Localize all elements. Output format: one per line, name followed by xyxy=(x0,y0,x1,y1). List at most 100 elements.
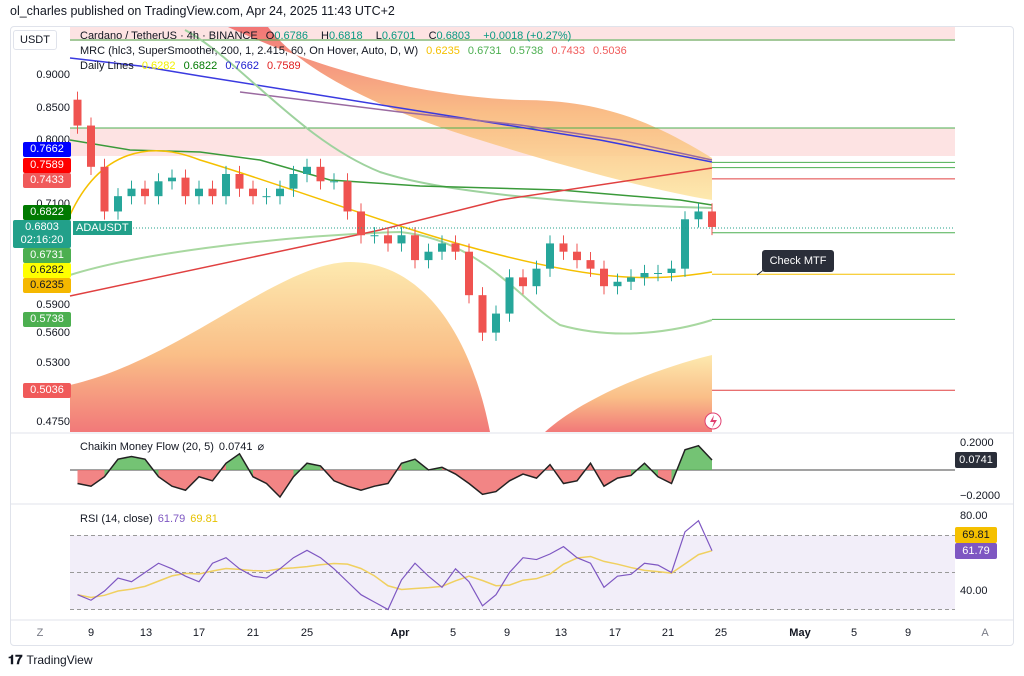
candle-body xyxy=(127,188,136,197)
time-tick: 21 xyxy=(246,627,260,639)
level-lines xyxy=(712,161,955,391)
candle-body xyxy=(586,260,595,269)
time-tick: May xyxy=(789,627,811,639)
red-rising-line xyxy=(69,167,713,297)
cmf-visibility-icon: ⌀ xyxy=(257,441,265,453)
price-tick: 0.9000 xyxy=(36,69,70,81)
price-label-0.5738: 0.5738 xyxy=(23,312,71,327)
candle-body xyxy=(559,243,568,252)
candle-body xyxy=(411,235,419,261)
cmf-area xyxy=(91,470,105,487)
cmf-area xyxy=(199,470,213,481)
legend-mrc-row[interactable]: MRC (hlc3, SuperSmoother, 200, 1, 2.415,… xyxy=(80,45,627,57)
cmf-area xyxy=(347,470,361,491)
candle-body xyxy=(73,99,82,126)
candle-body xyxy=(492,313,500,333)
candle-body xyxy=(532,268,541,287)
cmf-value-label: 0.0741 xyxy=(955,452,997,468)
cmf-area xyxy=(226,453,240,470)
daily-line-blue xyxy=(69,57,713,163)
cmf-area xyxy=(617,470,631,479)
candle-body xyxy=(451,243,460,252)
candle-body xyxy=(330,181,338,183)
candle-body xyxy=(465,251,473,296)
time-tick: 25 xyxy=(714,627,728,639)
price-label-0.7433: 0.7433 xyxy=(23,173,71,188)
cmf-area xyxy=(698,445,712,470)
ticker-tag: ADAUSDT xyxy=(73,221,132,235)
candle-body xyxy=(667,268,676,274)
time-tick: 17 xyxy=(608,627,622,639)
legend-daily-row[interactable]: Daily Lines 0.6282 0.6822 0.7662 0.7589 xyxy=(80,60,301,72)
rsi-line xyxy=(77,519,713,611)
price-tick: 0.4750 xyxy=(36,416,70,428)
candle-body xyxy=(708,211,716,227)
candle-body xyxy=(141,188,149,197)
cmf-line xyxy=(77,444,713,499)
candle-body xyxy=(546,243,554,269)
candle-body xyxy=(316,166,325,182)
candle-body xyxy=(87,125,95,167)
mrc-lower-band-2 xyxy=(545,355,712,432)
time-tick: 25 xyxy=(300,627,314,639)
candles xyxy=(73,91,716,341)
cmf-area xyxy=(482,470,496,495)
current-price-label: 0.6803 02:16:20 xyxy=(13,220,71,248)
candle-body xyxy=(114,196,122,212)
price-tick: 0.5600 xyxy=(36,327,70,339)
candle-body xyxy=(505,277,514,314)
mrc-lower-band xyxy=(70,262,490,432)
cmf-area xyxy=(172,470,186,491)
currency-button[interactable]: USDT xyxy=(13,30,57,50)
candle-body xyxy=(357,211,365,236)
candle-body xyxy=(424,251,433,261)
candle-body xyxy=(168,177,176,182)
candle-body xyxy=(613,281,622,287)
tradingview-logo-icon: 𝟏𝟕 xyxy=(8,652,23,667)
check-mtf-callout[interactable]: Check MTF xyxy=(762,250,834,272)
cmf-axis-tick: −0.2000 xyxy=(960,490,1001,502)
time-tick: Apr xyxy=(390,627,410,639)
cmf-area xyxy=(374,470,388,487)
rsi-legend[interactable]: RSI (14, close) 61.79 69.81 xyxy=(80,513,218,525)
candle-body xyxy=(195,188,203,197)
cmf-area xyxy=(307,463,321,470)
rsi-axis-tick: 80.00 xyxy=(960,510,988,522)
candle-body xyxy=(343,181,352,212)
candle-body xyxy=(235,174,244,189)
auto-scale-z-button[interactable]: Z xyxy=(36,627,44,639)
candle-body xyxy=(519,277,527,287)
auto-scale-a-button[interactable]: A xyxy=(981,627,989,639)
price-tick: 0.8500 xyxy=(36,102,70,114)
candle-body xyxy=(694,211,703,220)
price-label-0.6822: 0.6822 xyxy=(23,205,71,220)
price-label-0.7589: 0.7589 xyxy=(23,158,71,173)
candle-body xyxy=(384,235,392,244)
candle-body xyxy=(222,174,230,197)
candle-body xyxy=(208,188,217,197)
cmf-area xyxy=(266,470,280,497)
rsi-value-label: 61.79 xyxy=(955,543,997,559)
candle-body xyxy=(600,268,608,287)
price-label-0.7662: 0.7662 xyxy=(23,142,71,157)
chart-frame xyxy=(10,26,1014,646)
price-label-0.6731: 0.6731 xyxy=(23,248,71,263)
cmf-area xyxy=(658,470,672,484)
lower-green-curve xyxy=(69,230,713,335)
cmf-area xyxy=(185,470,199,491)
rsi-ma-line xyxy=(77,549,713,599)
price-label-0.6235: 0.6235 xyxy=(23,278,71,293)
tradingview-logo[interactable]: 𝟏𝟕 TradingView xyxy=(8,652,93,667)
candle-body xyxy=(654,273,662,275)
mrc-upper-zone xyxy=(70,27,955,41)
cmf-legend[interactable]: Chaikin Money Flow (20, 5) 0.0741 ⌀ xyxy=(80,441,265,453)
cmf-area xyxy=(118,456,132,470)
cmf-area xyxy=(280,470,294,497)
legend-symbol-row: Cardano / TetherUS · 4h · BINANCE O0.678… xyxy=(80,30,572,42)
price-tick: 0.5900 xyxy=(36,299,70,311)
time-tick: 17 xyxy=(192,627,206,639)
time-tick: 5 xyxy=(449,627,457,639)
candle-body xyxy=(289,174,298,189)
cmf-area xyxy=(401,459,415,470)
